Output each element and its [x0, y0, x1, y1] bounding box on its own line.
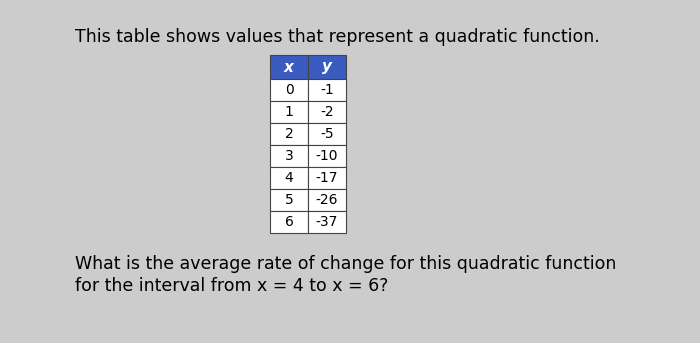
Bar: [270, 167, 308, 189]
Bar: [308, 167, 346, 189]
Bar: [308, 101, 346, 123]
Bar: [308, 189, 346, 211]
Text: -37: -37: [316, 215, 338, 229]
Bar: [270, 189, 308, 211]
Text: -26: -26: [316, 193, 338, 207]
Text: 4: 4: [285, 171, 293, 185]
Text: x: x: [284, 59, 294, 74]
Text: -10: -10: [316, 149, 338, 163]
Text: -5: -5: [320, 127, 334, 141]
Bar: [270, 211, 308, 233]
Bar: [270, 145, 308, 167]
Text: -2: -2: [320, 105, 334, 119]
Text: 3: 3: [285, 149, 293, 163]
Text: -1: -1: [320, 83, 334, 97]
Text: 0: 0: [285, 83, 293, 97]
Bar: [308, 123, 346, 145]
Text: 2: 2: [285, 127, 293, 141]
Text: for the interval from x = 4 to x = 6?: for the interval from x = 4 to x = 6?: [75, 277, 388, 295]
Bar: [308, 55, 346, 79]
Bar: [270, 55, 308, 79]
Text: This table shows values that represent a quadratic function.: This table shows values that represent a…: [75, 28, 600, 46]
Bar: [308, 211, 346, 233]
Bar: [308, 145, 346, 167]
Text: 6: 6: [285, 215, 293, 229]
Bar: [270, 101, 308, 123]
Text: 5: 5: [285, 193, 293, 207]
Text: y: y: [322, 59, 332, 74]
Text: -17: -17: [316, 171, 338, 185]
Bar: [308, 79, 346, 101]
Text: 1: 1: [285, 105, 293, 119]
Text: What is the average rate of change for this quadratic function: What is the average rate of change for t…: [75, 255, 617, 273]
Bar: [270, 79, 308, 101]
Bar: [270, 123, 308, 145]
